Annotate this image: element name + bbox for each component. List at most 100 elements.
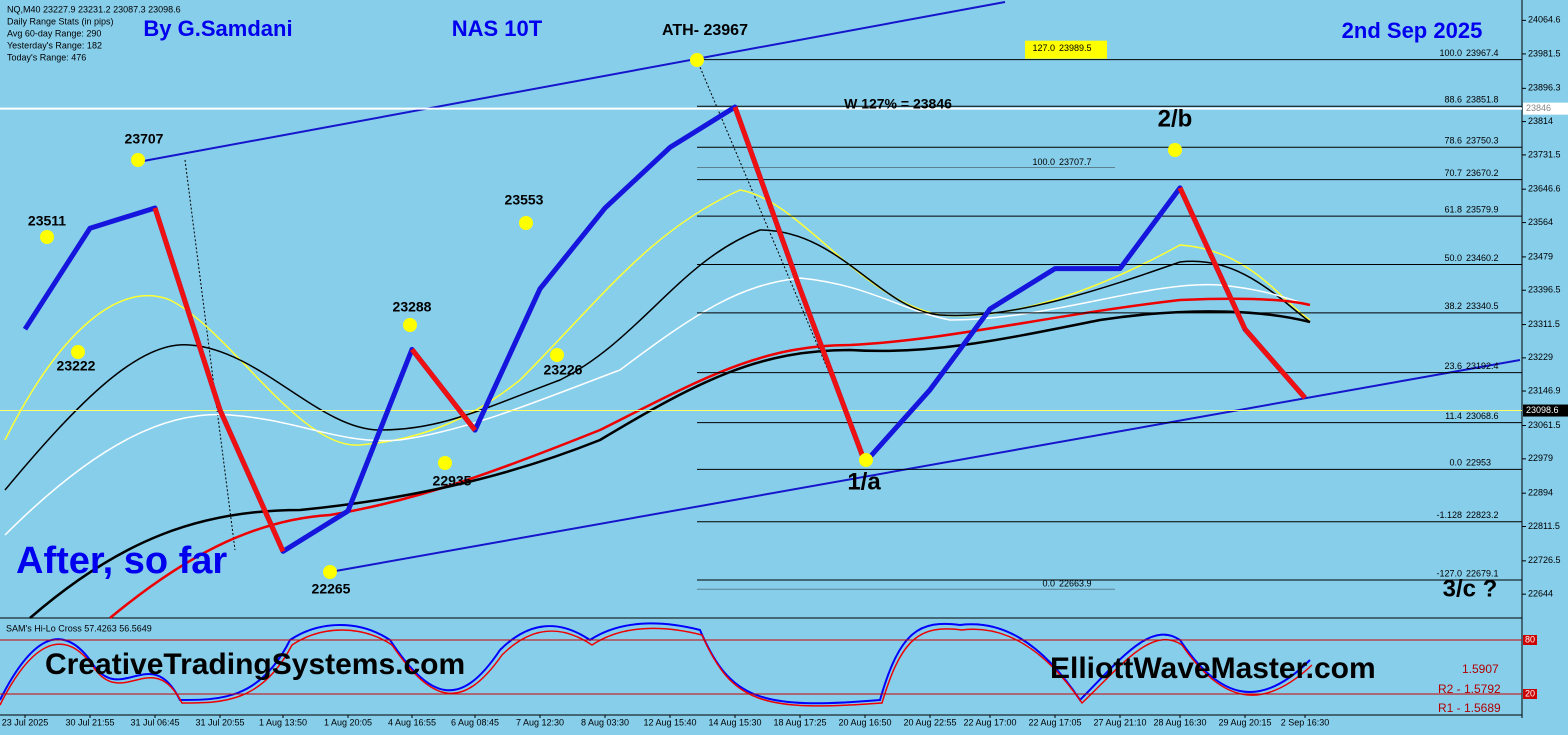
retrace-line — [184, 159, 236, 551]
ma-white — [4, 277, 1311, 536]
swing-label: 1/a — [847, 468, 881, 495]
x-tick-label: 31 Jul 20:55 — [195, 717, 244, 727]
fib-price: 23192.4 — [1466, 361, 1499, 371]
info-line: Yesterday's Range: 182 — [7, 40, 102, 50]
fib-price: 23579.9 — [1466, 205, 1499, 215]
fib-ratio: 50.0 — [1444, 253, 1462, 263]
swing-label: 2/b — [1158, 105, 1193, 132]
price-tag-label: 23098.6 — [1526, 405, 1559, 415]
swing-label: 22265 — [312, 581, 351, 597]
y-tick-label: 22726.5 — [1528, 555, 1561, 565]
y-tick-label: 23981.5 — [1528, 48, 1561, 58]
price-tag — [1523, 102, 1568, 115]
pivot-label: R2 - 1.5792 — [1438, 682, 1501, 696]
info-line: NQ,M40 23227.9 23231.2 23087.3 23098.6 — [7, 4, 181, 14]
fib-price: 22953 — [1466, 458, 1491, 468]
y-tick-label: 22811.5 — [1528, 521, 1560, 531]
y-tick-label: 23311.5 — [1528, 319, 1560, 329]
info-line: Avg 60-day Range: 290 — [7, 28, 101, 38]
watermark: After, so far — [16, 540, 227, 582]
info-line: Daily Range Stats (in pips) — [7, 16, 114, 26]
swing-label: 23707 — [125, 131, 164, 147]
osc-level-tag — [1523, 689, 1537, 699]
x-tick-label: 30 Jul 21:55 — [65, 717, 114, 727]
down-segment — [410, 347, 477, 432]
fib-ratio: 100.0 — [1439, 48, 1462, 58]
x-tick-label: 31 Jul 06:45 — [130, 717, 179, 727]
x-tick-label: 28 Aug 16:30 — [1153, 717, 1206, 727]
swing-dot — [403, 318, 417, 332]
x-tick-label: 14 Aug 15:30 — [708, 717, 761, 727]
down-segment — [1177, 186, 1248, 331]
fib-price: 23670.2 — [1466, 168, 1499, 178]
osc-level-label: 80 — [1525, 634, 1535, 644]
x-tick-label: 20 Aug 16:50 — [838, 717, 891, 727]
x-tick-label: 23 Jul 2025 — [2, 717, 49, 727]
swing-label: 22935 — [433, 473, 472, 489]
fib-ratio: 100.0 — [1032, 157, 1055, 167]
fib-ratio: 61.8 — [1444, 205, 1462, 215]
swing-label: 23511 — [28, 213, 66, 229]
watermark: CreativeTradingSystems.com — [45, 648, 465, 681]
header-text: By G.Samdani — [143, 16, 292, 41]
x-tick-label: 8 Aug 03:30 — [581, 717, 629, 727]
swing-dot — [438, 456, 452, 470]
x-tick-label: 1 Aug 20:05 — [324, 717, 372, 727]
fib-ratio: 0.0 — [1449, 458, 1462, 468]
fib-price: 23750.3 — [1466, 136, 1499, 146]
osc-level-tag — [1523, 635, 1537, 645]
x-tick-label: 22 Aug 17:00 — [963, 717, 1016, 727]
x-tick-label: 12 Aug 15:40 — [643, 717, 696, 727]
y-tick-label: 23146.9 — [1528, 385, 1561, 395]
y-tick-label: 23229 — [1528, 352, 1553, 362]
x-tick-label: 1 Aug 13:50 — [259, 717, 307, 727]
x-tick-label: 22 Aug 17:05 — [1028, 717, 1081, 727]
fib-price: 22823.2 — [1466, 510, 1499, 520]
y-tick-label: 22644 — [1528, 589, 1553, 599]
y-tick-label: 22979 — [1528, 453, 1553, 463]
fib-ratio: -127.0 — [1436, 568, 1462, 578]
swing-label: 23288 — [393, 299, 432, 315]
y-tick-label: 23814 — [1528, 116, 1553, 126]
ma-red — [109, 297, 1311, 619]
header-text: NAS 10T — [452, 16, 543, 41]
x-tick-label: 7 Aug 12:30 — [516, 717, 564, 727]
fib-ratio: 23.6 — [1444, 361, 1462, 371]
y-tick-label: 23061.5 — [1528, 420, 1561, 430]
down-segment — [797, 287, 868, 464]
swing-label: ATH- 23967 — [662, 22, 748, 39]
ma-black-slow — [29, 310, 1311, 619]
down-segment — [217, 408, 286, 553]
swing-dot — [40, 230, 54, 244]
swing-label: 23226 — [544, 362, 583, 378]
osc-level-label: 20 — [1525, 688, 1535, 698]
down-segment — [1243, 327, 1307, 400]
x-tick-label: 20 Aug 22:55 — [903, 717, 956, 727]
y-tick-label: 23564 — [1528, 217, 1553, 227]
y-tick-label: 23731.5 — [1528, 149, 1561, 159]
swing-label: 23553 — [505, 192, 544, 208]
swing-dot — [131, 153, 145, 167]
swing-label: 3/c ? — [1443, 575, 1498, 602]
fib-ratio: 88.6 — [1444, 95, 1462, 105]
fib-highlight — [1025, 40, 1107, 59]
swing-dot — [690, 53, 704, 67]
x-tick-label: 6 Aug 08:45 — [451, 717, 499, 727]
pivot-label: R1 - 1.5689 — [1438, 701, 1501, 715]
swing-dot — [859, 453, 873, 467]
x-tick-label: 18 Aug 17:25 — [773, 717, 826, 727]
swing-dot — [550, 348, 564, 362]
fib-price: 23851.8 — [1466, 95, 1499, 105]
fib-price: 23340.5 — [1466, 301, 1499, 311]
fib-price: 22679.1 — [1466, 568, 1499, 578]
fib-ratio: 0.0 — [1042, 579, 1055, 589]
fib-ratio: 70.7 — [1444, 168, 1462, 178]
ma-black — [4, 229, 1311, 491]
y-tick-label: 23479 — [1528, 251, 1553, 261]
fib-ratio: 78.6 — [1444, 136, 1462, 146]
y-tick-label: 23396.5 — [1528, 285, 1561, 295]
fib-price: 23068.6 — [1466, 411, 1499, 421]
y-tick-label: 23646.6 — [1528, 184, 1561, 194]
price-tag-label: 23846 — [1526, 103, 1551, 113]
